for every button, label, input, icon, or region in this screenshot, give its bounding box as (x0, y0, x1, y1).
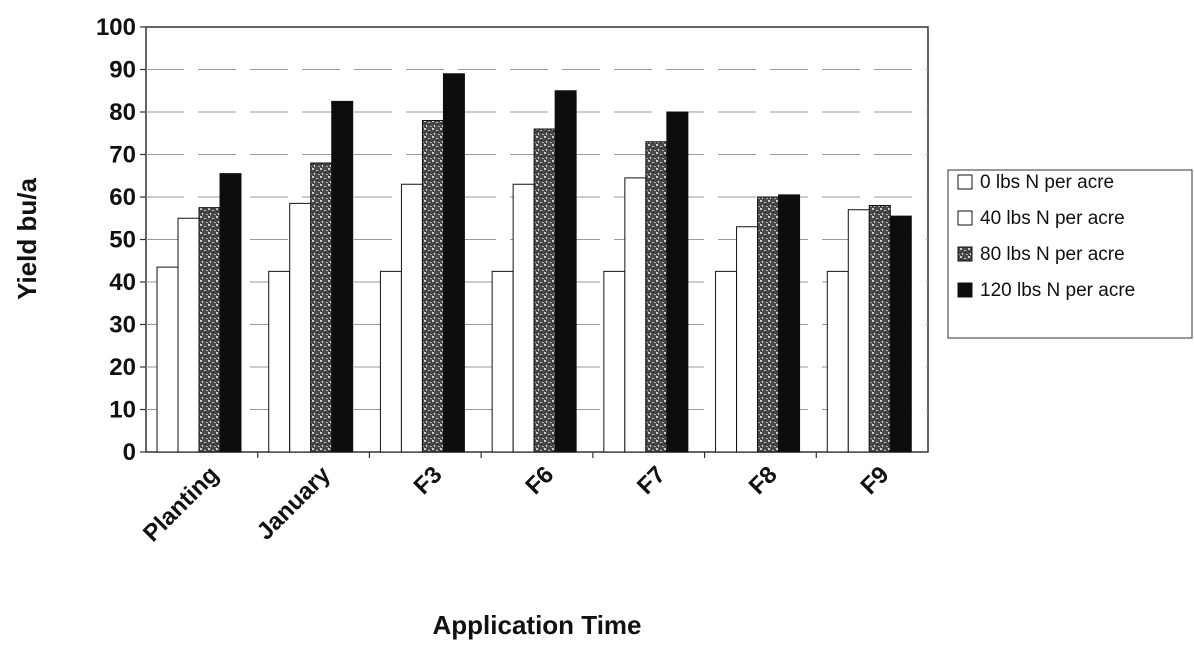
x-tick-label: Planting (138, 461, 224, 547)
bar (868, 205, 891, 453)
bar (177, 217, 200, 453)
bar (533, 128, 556, 453)
bar (715, 270, 738, 453)
x-tick-label: F7 (632, 461, 671, 500)
bars (156, 73, 912, 453)
bar (268, 270, 291, 453)
bar (757, 196, 780, 453)
bar (331, 100, 354, 453)
legend-label: 80 lbs N per acre (980, 244, 1125, 265)
bar (219, 173, 242, 453)
y-tick-label: 40 (109, 269, 136, 296)
bar (379, 270, 402, 453)
y-axis-ticks: 0 10 20 30 40 50 60 70 80 90 100 (96, 14, 146, 466)
x-tick-label: F9 (855, 461, 894, 500)
y-tick-label: 0 (123, 439, 136, 466)
bar (512, 183, 535, 453)
x-axis-title: Application Time (433, 610, 642, 640)
x-axis-ticks: Planting January F3 F6 F7 F8 F9 (138, 452, 894, 547)
y-tick-label: 60 (109, 184, 136, 211)
y-tick-label: 30 (109, 312, 136, 339)
bar (624, 177, 647, 453)
legend-swatch (957, 174, 973, 190)
bar (289, 202, 312, 453)
y-tick-label: 100 (96, 14, 136, 41)
bar (400, 183, 423, 453)
x-tick-label: F8 (744, 461, 783, 500)
bar (421, 120, 444, 453)
bar (156, 266, 179, 453)
y-tick-label: 10 (109, 397, 136, 424)
y-tick-label: 50 (109, 227, 136, 254)
legend: 0 lbs N per acre 40 lbs N per acre 80 lbs … (947, 169, 1193, 339)
legend-swatch (957, 210, 973, 226)
x-tick-label: January (252, 461, 337, 546)
bar (645, 141, 668, 453)
bar (847, 209, 870, 453)
bar (778, 194, 801, 453)
x-tick-label: F3 (409, 461, 448, 500)
legend-swatch (957, 246, 973, 262)
y-axis-title: Yield bu/a (12, 178, 42, 300)
bar (826, 270, 849, 453)
legend-label: 120 lbs N per acre (980, 280, 1135, 301)
y-tick-label: 20 (109, 354, 136, 381)
legend-label: 0 lbs N per acre (980, 172, 1114, 193)
y-tick-label: 80 (109, 99, 136, 126)
y-tick-label: 90 (109, 57, 136, 84)
bar (198, 207, 221, 453)
legend-label: 40 lbs N per acre (980, 208, 1125, 229)
bar (889, 215, 912, 453)
y-tick-label: 70 (109, 142, 136, 169)
legend-swatch (957, 282, 973, 298)
bar (491, 270, 514, 453)
bar (603, 270, 626, 453)
x-tick-label: F6 (520, 461, 559, 500)
bar (442, 73, 465, 453)
bar (736, 226, 759, 453)
bar (310, 162, 333, 453)
bar (666, 111, 689, 453)
bar (554, 90, 577, 453)
legend-box (947, 169, 1193, 339)
